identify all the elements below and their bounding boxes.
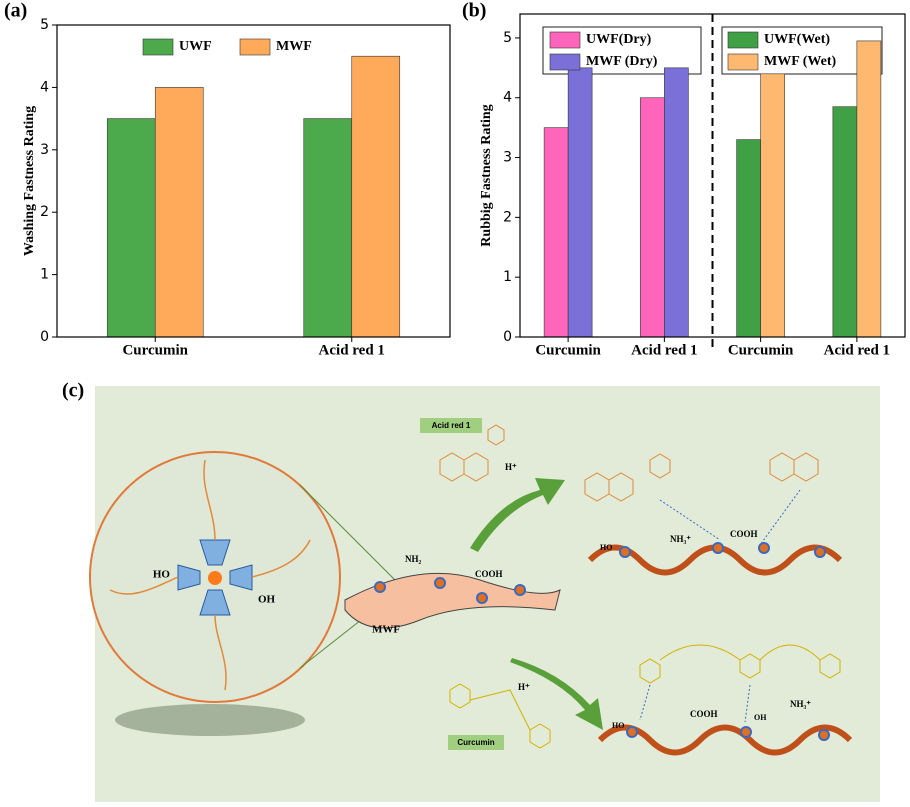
label-box: [448, 735, 504, 750]
bead: [374, 581, 386, 593]
y-tick-label: 3: [40, 142, 49, 158]
y-tick-label: 1: [503, 269, 512, 285]
cyclodextrin: [229, 564, 253, 591]
zoom-line: [299, 484, 406, 591]
y-tick-label: 2: [503, 209, 512, 225]
group-label: NH₂: [405, 554, 422, 564]
interaction: [659, 499, 721, 541]
bead: [814, 546, 826, 558]
bead: [758, 542, 770, 554]
cyclodextrin: [199, 589, 231, 616]
bead: [619, 546, 631, 558]
arrow: [510, 658, 603, 730]
y-tick-label: 4: [40, 79, 49, 95]
molecule: [639, 644, 841, 684]
legend-label: UWF: [179, 39, 212, 54]
fabric-label: MWF: [372, 624, 400, 636]
group-label: HO: [153, 569, 171, 581]
group-label: HO: [600, 543, 612, 552]
interaction: [759, 489, 801, 546]
cyclodextrin: [199, 539, 231, 566]
legend-box: [542, 26, 702, 75]
cyclodextrin: [177, 564, 201, 591]
bar: [760, 73, 785, 338]
bar: [567, 67, 593, 338]
arrow: [470, 478, 565, 552]
y-tick-label: 5: [503, 30, 512, 46]
h-plus: H⁺: [518, 682, 530, 692]
legend-swatch: [142, 38, 174, 56]
y-axis-label: Rubbig Fastness Rating: [479, 104, 494, 246]
x-tick-label: Curcumin: [122, 342, 188, 358]
x-tick-label: Curcumin: [728, 342, 794, 358]
bead: [740, 726, 752, 738]
x-tick-label: Acid red 1: [631, 342, 697, 358]
group-label: OH: [754, 713, 767, 722]
legend-label: MWF: [276, 39, 312, 54]
chain: [109, 459, 311, 691]
legend-label: UWF(Dry): [586, 32, 652, 47]
bar: [303, 118, 353, 338]
panel-label: (b): [462, 0, 486, 22]
group-label: NH₃⁺: [790, 699, 811, 709]
acid-label: Acid red 1: [432, 421, 471, 430]
legend-swatch: [727, 31, 759, 49]
y-axis-label: Washing Fastness Rating: [22, 106, 37, 256]
molecule: [584, 452, 819, 502]
panel-label: (c): [62, 380, 84, 402]
bead: [818, 729, 830, 741]
bar: [664, 67, 689, 338]
molecule: [449, 683, 551, 749]
legend-label: MWF (Wet): [764, 54, 837, 69]
bead: [514, 584, 526, 596]
legend-swatch: [239, 38, 271, 56]
group-label: COOH: [690, 709, 718, 719]
core: [208, 571, 222, 585]
x-tick-label: Curcumin: [535, 342, 601, 358]
bead: [476, 592, 488, 604]
group-label: COOH: [730, 529, 758, 539]
group-label: NH₃⁺: [670, 534, 691, 544]
label-box: [420, 418, 482, 433]
y-tick-label: 1: [40, 267, 49, 283]
plot-frame: [56, 24, 451, 338]
y-tick-label: 4: [503, 90, 512, 106]
fiber: [597, 724, 853, 756]
bar: [351, 55, 401, 338]
h-plus: H⁺: [505, 462, 517, 472]
fabric: [344, 572, 561, 629]
y-tick-label: 5: [40, 17, 49, 33]
legend-label: MWF (Dry): [586, 54, 658, 69]
y-tick-label: 2: [40, 204, 49, 220]
y-tick-label: 3: [503, 150, 512, 166]
bar: [640, 97, 665, 338]
group-label: HO: [612, 721, 624, 730]
panel-label: (a): [4, 0, 27, 22]
bar: [736, 139, 761, 338]
legend-swatch: [549, 53, 581, 71]
legend-label: UWF(Wet): [764, 32, 830, 47]
legend-box: [721, 26, 883, 75]
shadow: [115, 704, 305, 736]
y-tick-label: 0: [40, 329, 49, 345]
molecule: [439, 424, 505, 482]
bead: [712, 542, 724, 554]
group-label: COOH: [475, 569, 503, 579]
x-tick-label: Acid red 1: [824, 342, 890, 358]
legend-swatch: [549, 31, 581, 49]
bead: [626, 726, 638, 738]
group-label: OH: [258, 594, 276, 606]
bar: [106, 118, 156, 338]
bar: [832, 106, 858, 338]
bead: [434, 577, 446, 589]
curcumin-label: Curcumin: [457, 738, 494, 747]
bar: [154, 87, 204, 338]
bar: [856, 40, 882, 338]
x-tick-label: Acid red 1: [319, 342, 385, 358]
y-tick-label: 0: [503, 329, 512, 345]
legend-swatch: [727, 53, 759, 71]
bar: [543, 127, 569, 338]
diagram: HO OH MWF NH₂ COOH H⁺ H⁺ Acid red 1 Curc…: [89, 386, 880, 802]
